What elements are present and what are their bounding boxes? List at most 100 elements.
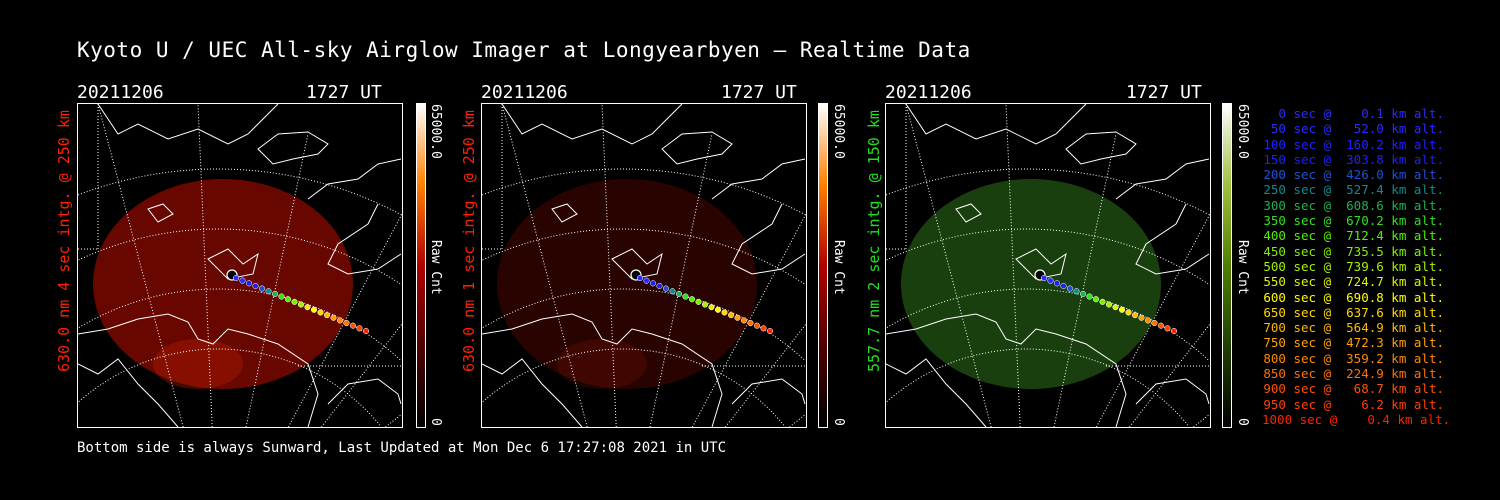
latitude-circle [78,228,401,285]
panel-2-side-label: 630.0 nm 1 sec intg. @ 250 km [460,110,478,372]
legend-entry: 100 sec @ 160.2 km alt. [1263,136,1444,152]
coastline [731,203,806,275]
trajectory-point [708,304,715,311]
latitude-circle [886,348,1190,427]
trajectory-point [1073,288,1080,295]
trajectory-point [1053,280,1061,287]
trajectory-point [343,320,350,327]
trajectory-point [760,325,767,332]
trajectory-point [297,301,305,308]
coastline [1135,378,1210,405]
trajectory-point [740,317,748,324]
trajectory-point [682,293,689,300]
trajectory-point [245,280,253,287]
trajectory-point [1060,282,1067,289]
trajectory-point [1157,322,1165,329]
coastline [207,248,259,280]
airglow-emission-region [901,179,1161,389]
trajectory-point [1099,298,1106,305]
coastline [1135,203,1210,275]
legend-entry: 300 sec @ 608.6 km alt. [1263,197,1444,213]
panel-3-colorbar [1222,103,1232,428]
legend-entry: 250 sec @ 527.4 km alt. [1263,182,1444,198]
legend-entry: 550 sec @ 724.7 km alt. [1263,274,1444,290]
legend-entry: 0 sec @ 0.1 km alt. [1278,106,1444,121]
trajectory-point [701,301,709,308]
trajectory-point [1092,296,1100,303]
coastline [501,104,683,145]
trajectory-point [278,293,285,300]
trajectory-point [734,314,741,321]
coastline [886,313,1127,427]
panel-2-cb-label: Raw Cnt [831,240,846,295]
trajectory-point [232,274,240,282]
coastline [661,131,733,165]
coastline [905,104,1087,145]
panel-2-cb-max: 65000.0 [831,104,846,159]
legend-entry: 650 sec @ 637.6 km alt. [1263,304,1444,320]
latitude-circle [886,228,1209,285]
legend-entry: 400 sec @ 712.4 km alt. [1263,228,1444,244]
trajectory-point [336,317,344,324]
trajectory-point [636,274,644,282]
coastline [78,358,179,427]
coastline [482,313,723,427]
trajectory-point [1105,301,1113,308]
panel-3-allsky-image [885,103,1211,428]
trajectory-point [1164,325,1171,332]
trajectory-point [265,288,272,295]
trajectory-point [643,277,650,284]
legend-entry: 850 sec @ 224.9 km alt. [1263,366,1444,382]
coastline [257,131,329,165]
panel-3-cb-min: 0 [1235,418,1250,426]
trajectory-point [688,296,696,303]
panel-1-cb-label: Raw Cnt [428,240,443,295]
trajectory-point [310,306,318,313]
page-title: Kyoto U / UEC All-sky Airglow Imager at … [77,38,971,62]
trajectory-point [349,322,357,329]
panel-1-cb-max: 65000.0 [428,104,443,159]
trajectory-point [258,285,266,292]
trajectory-point [330,314,337,321]
panel-2-time: 1727 UT [721,82,797,103]
trajectory-point [1138,314,1145,321]
trajectory-point [714,306,722,313]
panel-3-time: 1727 UT [1126,82,1202,103]
trajectory-point [1151,320,1158,327]
trajectory-point [1047,277,1054,284]
longitude-line [789,413,806,427]
trajectory-point [1125,309,1132,316]
trajectory-point [362,327,370,335]
legend-entry: 600 sec @ 690.8 km alt. [1263,289,1444,305]
trajectory-point [721,309,728,316]
panel-1-colorbar [416,103,426,428]
trajectory-point [1066,285,1074,292]
panel-3-date: 20211206 [885,82,972,103]
panel-2-cb-min: 0 [831,418,846,426]
longitude-line [649,133,713,427]
legend-entry: 50 sec @ 52.0 km alt. [1270,121,1444,137]
trajectory-legend: 0 sec @ 0.1 km alt. 50 sec @ 52.0 km alt.… [1262,106,1451,427]
trajectory-point [252,282,259,289]
longitude-line [245,133,309,427]
longitude-line [1053,133,1117,427]
legend-entry: 350 sec @ 670.2 km alt. [1263,213,1444,229]
trajectory-point [239,277,246,284]
airglow-emission-region [497,179,757,389]
trajectory-point [304,304,311,311]
trajectory-point [1131,312,1139,319]
coastline [955,203,982,223]
latitude-circle [78,348,382,427]
trajectory-point [766,327,774,335]
trajectory-point [747,320,754,327]
panel-3-cb-label: Raw Cnt [1235,240,1250,295]
legend-entry: 1000 sec @ 0.4 km alt. [1262,411,1451,427]
trajectory-point [317,309,324,316]
aurora-patch [557,339,647,389]
aurora-patch [153,339,243,389]
legend-entry: 500 sec @ 739.6 km alt. [1263,258,1444,274]
trajectory-point [695,298,702,305]
panel-1-allsky-image [77,103,403,428]
coastline [886,358,987,427]
